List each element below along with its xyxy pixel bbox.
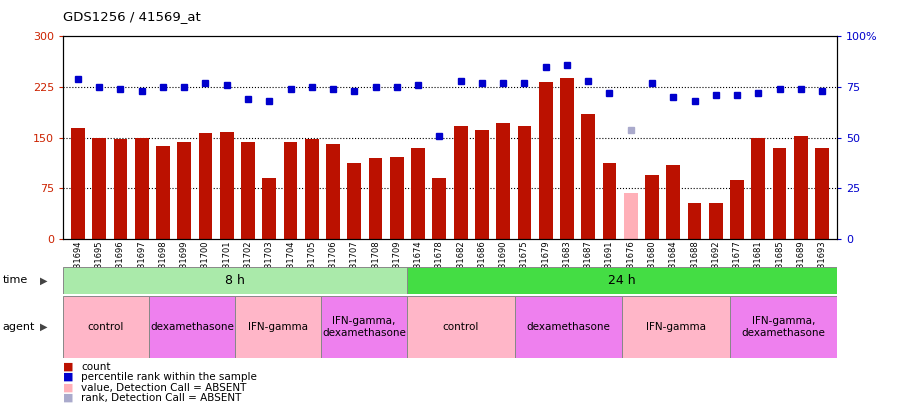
Bar [475,130,489,239]
Bar [752,138,765,239]
Text: ▶: ▶ [40,275,47,286]
Text: 8 h: 8 h [225,274,245,287]
Bar [305,139,319,239]
Bar [71,128,85,239]
Bar [645,175,659,239]
Bar [773,148,787,239]
Text: IFN-gamma,
dexamethasone: IFN-gamma, dexamethasone [322,316,406,338]
Bar [794,136,808,239]
Text: value, Detection Call = ABSENT: value, Detection Call = ABSENT [81,383,247,392]
Bar [220,132,234,239]
Bar [135,138,148,239]
Bar [92,138,106,239]
Bar [709,203,723,239]
Bar [730,296,837,358]
Bar [347,163,361,239]
Text: rank, Detection Call = ABSENT: rank, Detection Call = ABSENT [81,393,241,403]
Bar [407,296,515,358]
Text: percentile rank within the sample: percentile rank within the sample [81,372,256,382]
Bar [496,123,510,239]
Text: GDS1256 / 41569_at: GDS1256 / 41569_at [63,10,201,23]
Bar [284,143,297,239]
Bar [518,126,531,239]
Bar [730,179,744,239]
Bar [113,139,127,239]
Text: control: control [443,322,479,332]
Bar [624,193,638,239]
Text: agent: agent [3,322,35,332]
Text: IFN-gamma: IFN-gamma [248,322,308,332]
Text: dexamethasone: dexamethasone [526,322,610,332]
Text: ■: ■ [63,362,74,371]
Bar [603,163,616,239]
Text: ▶: ▶ [40,322,47,332]
Text: IFN-gamma,
dexamethasone: IFN-gamma, dexamethasone [742,316,825,338]
Bar [581,114,595,239]
Text: ■: ■ [63,372,74,382]
Text: dexamethasone: dexamethasone [150,322,234,332]
Bar [539,82,553,239]
Text: control: control [88,322,124,332]
Bar [454,126,467,239]
Text: count: count [81,362,111,371]
Bar [407,267,837,294]
Bar [666,165,680,239]
Bar [390,157,404,239]
Bar [815,148,829,239]
Bar [326,145,340,239]
Bar [688,203,701,239]
Bar [321,296,407,358]
Bar [235,296,321,358]
Text: ■: ■ [63,393,74,403]
Bar [63,267,407,294]
Bar [262,178,276,239]
Bar [411,148,425,239]
Text: IFN-gamma: IFN-gamma [646,322,706,332]
Text: ■: ■ [63,383,74,392]
Bar [241,143,255,239]
Bar [560,78,574,239]
Bar [177,143,191,239]
Bar [433,178,446,239]
Text: 24 h: 24 h [608,274,635,287]
Bar [149,296,235,358]
Bar [622,296,730,358]
Text: time: time [3,275,28,286]
Bar [156,147,170,239]
Bar [63,296,149,358]
Bar [369,158,382,239]
Bar [199,133,212,239]
Bar [515,296,622,358]
